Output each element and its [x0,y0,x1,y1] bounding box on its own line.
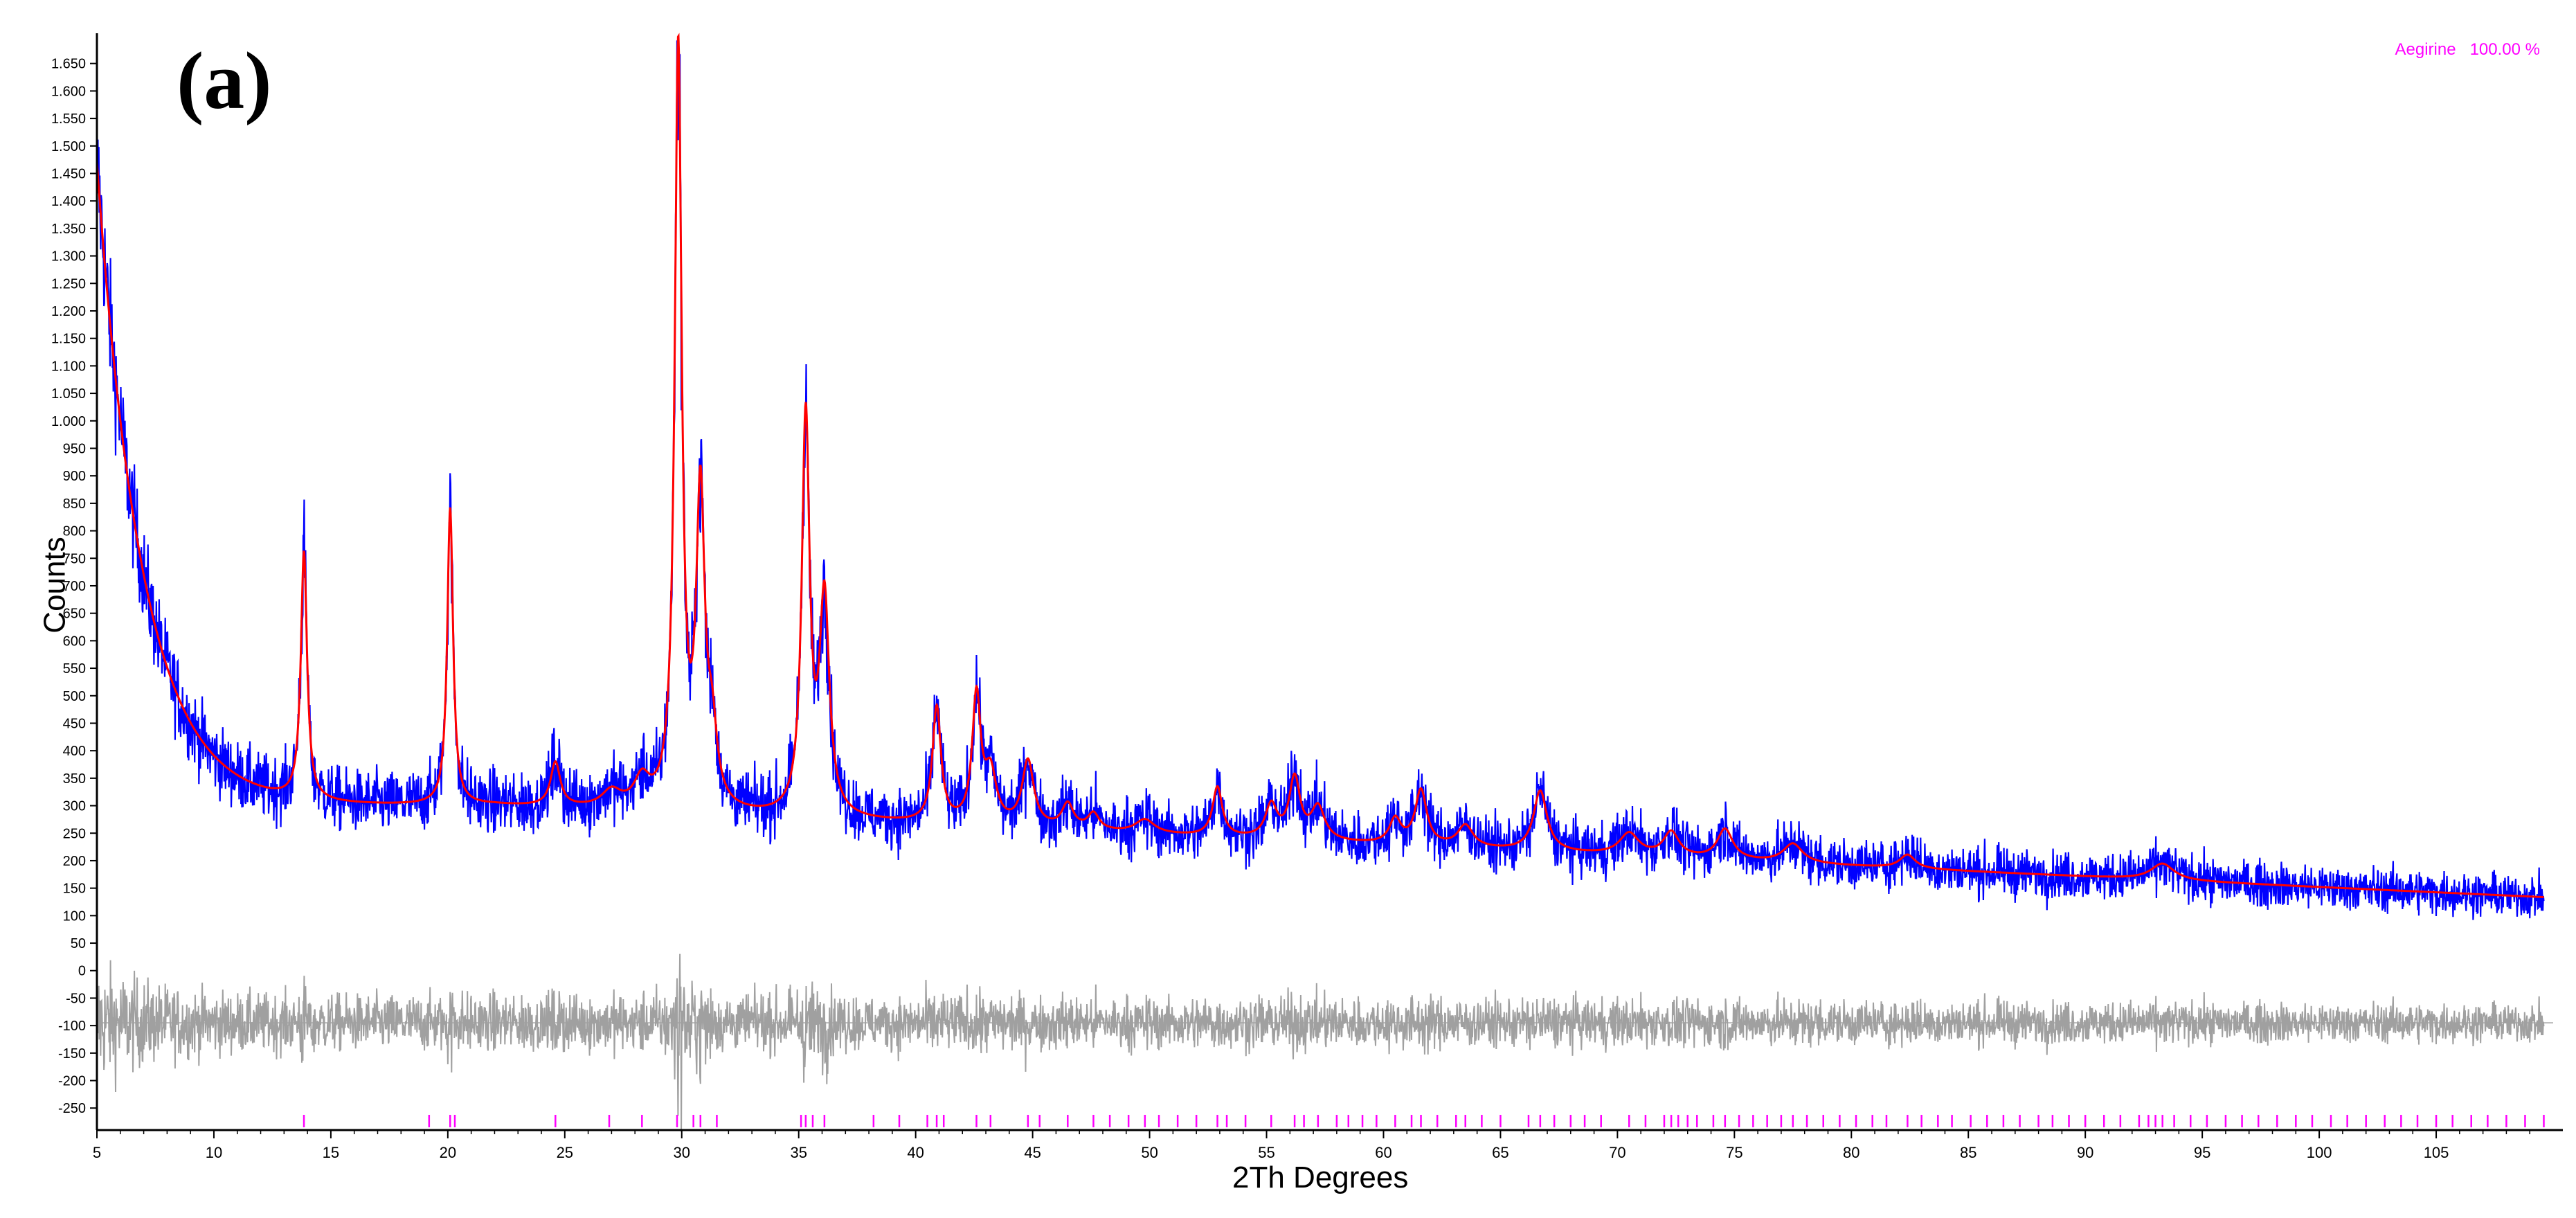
x-tick-label: 40 [907,1144,924,1161]
y-tick-label: 1.650 [51,57,86,72]
y-tick-label: 1.400 [51,194,86,209]
y-tick-label: 350 [63,771,86,787]
y-tick-label: 1.350 [51,222,86,237]
y-tick-label: 550 [63,661,86,677]
y-tick-label: 0 [78,964,86,979]
y-tick-label: 650 [63,607,86,622]
x-tick-label: 90 [2077,1144,2093,1161]
x-tick-label: 65 [1492,1144,1508,1161]
y-tick-label: -50 [66,991,86,1006]
y-tick-label: 150 [63,881,86,897]
y-tick-label: 200 [63,854,86,869]
y-axis-title: Counts [37,537,72,634]
y-tick-label: 1.300 [51,249,86,265]
x-tick-label: 35 [790,1144,807,1161]
x-tick-label: 10 [206,1144,222,1161]
y-tick-label: -150 [58,1046,86,1062]
y-tick-label: 450 [63,716,86,731]
y-tick-label: 750 [63,551,86,566]
y-tick-label: 50 [71,936,86,951]
x-tick-label: 95 [2194,1144,2210,1161]
y-tick-label: -100 [58,1019,86,1034]
y-tick-label: 900 [63,469,86,484]
y-tick-label: 1.150 [51,332,86,347]
x-tick-label: 75 [1726,1144,1742,1161]
y-tick-label: -200 [58,1074,86,1089]
y-tick-label: 850 [63,496,86,512]
axes: 5 10 15 20 25 30 35 40 45 50 55 60 65 70 75 80 85 90 95 100… [51,33,2563,1161]
x-axis-title: 2Th Degrees [1232,1161,1409,1194]
x-tick-label: 15 [323,1144,339,1161]
y-tick-label: 1.250 [51,276,86,292]
legend-phase-percent: 100.00 % [2469,40,2540,59]
x-tick-label: 100 [2307,1144,2332,1161]
y-tick-label: 1.500 [51,139,86,154]
y-tick-label: 600 [63,634,86,649]
difference-series [96,953,2545,1132]
x-tick-label: 50 [1141,1144,1158,1161]
x-tick-label: 55 [1258,1144,1275,1161]
x-tick-label: 30 [674,1144,690,1161]
y-tick-label: 1.200 [51,304,86,319]
y-tick-label: 1.550 [51,111,86,127]
y-tick-label: 1.050 [51,386,86,402]
y-tick-label: 500 [63,689,86,704]
y-tick-label: 700 [63,579,86,594]
y-tick-label: 1.100 [51,359,86,374]
y-tick-label: -250 [58,1101,86,1116]
x-tick-label: 5 [93,1144,101,1161]
plot-area [96,33,2553,1132]
x-tick-label: 80 [1843,1144,1859,1161]
y-tick-label: 1.450 [51,166,86,181]
calculated-series [96,33,2544,899]
y-tick-label: 950 [63,441,86,456]
legend-phase-name: Aegirine [2395,40,2456,59]
y-tick-label: 400 [63,744,86,759]
x-tick-label: 60 [1375,1144,1391,1161]
y-tick-label: 300 [63,799,86,814]
panel-label: (a) [177,35,272,126]
y-tick-label: 800 [63,524,86,539]
x-tick-label: 70 [1609,1144,1625,1161]
reflection-ticks [303,1115,2545,1127]
x-tick-label: 45 [1024,1144,1041,1161]
phase-legend: Aegirine 100.00 % [2395,42,2541,58]
y-tick-label: 1.600 [51,84,86,99]
x-tick-label: 25 [557,1144,573,1161]
x-tick-label: 85 [1960,1144,1976,1161]
x-tick-label: 20 [440,1144,456,1161]
y-tick-label: 1.000 [51,414,86,429]
y-tick-label: 250 [63,826,86,841]
y-tick-label: 100 [63,908,86,924]
x-tick-label: 105 [2424,1144,2449,1161]
